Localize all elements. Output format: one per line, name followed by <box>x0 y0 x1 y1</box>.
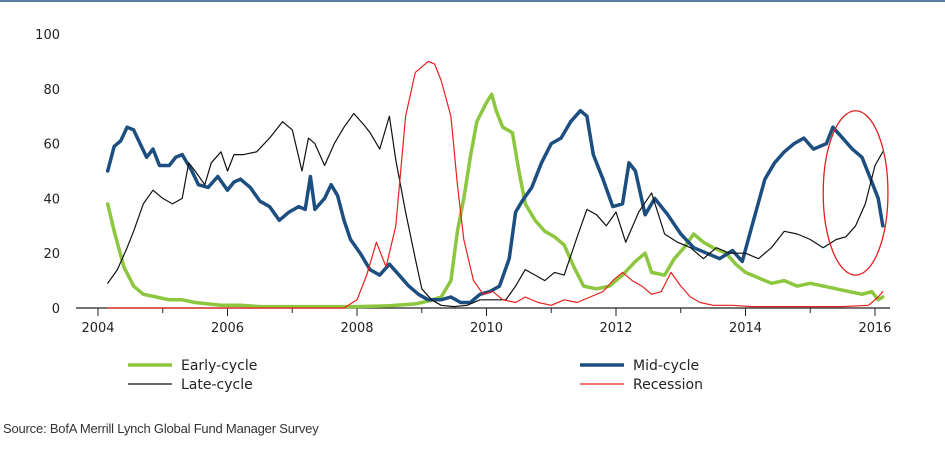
x-tick-label: 2010 <box>470 321 503 336</box>
x-axis: 2004 2006 2008 2010 2012 2014 2016 <box>76 307 892 336</box>
y-tick-label: 60 <box>43 138 60 153</box>
legend-label-mid-cycle: Mid-cycle <box>633 358 699 374</box>
series-layer <box>105 60 885 309</box>
series-line-early-cycle <box>105 92 885 309</box>
x-tick-label: 2014 <box>729 321 762 336</box>
x-tick-label: 2016 <box>858 321 891 336</box>
series-line-mid-cycle <box>105 108 885 305</box>
annotation-layer <box>822 110 889 276</box>
y-tick-label: 100 <box>35 28 60 43</box>
legend-label-late-cycle: Late-cycle <box>181 377 253 393</box>
y-tick-label: 40 <box>43 192 60 207</box>
y-tick-label: 0 <box>52 302 60 317</box>
x-tick-label: 2008 <box>340 321 373 336</box>
y-tick-label: 20 <box>43 247 60 262</box>
top-rule <box>0 0 945 2</box>
y-axis-ticks: 100 80 60 40 20 0 <box>35 28 60 317</box>
y-tick-label: 80 <box>43 83 60 98</box>
x-tick-label: 2006 <box>211 321 244 336</box>
x-tick-label: 2004 <box>81 321 114 336</box>
highlight-ellipse <box>822 110 889 276</box>
series-line-recession <box>107 60 884 309</box>
legend-label-early-cycle: Early-cycle <box>181 358 257 374</box>
series-line-late-cycle <box>107 112 884 308</box>
x-tick-label: 2012 <box>599 321 632 336</box>
legend-label-recession: Recession <box>633 377 703 393</box>
source-note: Source: BofA Merrill Lynch Global Fund M… <box>3 421 319 436</box>
legend: Early-cycle Late-cycle Mid-cycle Recession <box>128 358 703 393</box>
